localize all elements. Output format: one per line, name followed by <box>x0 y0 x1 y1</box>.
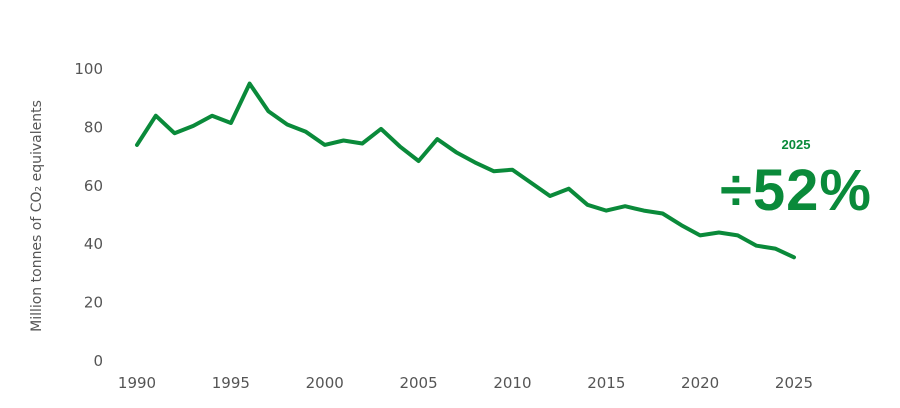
x-tick-label: 1995 <box>212 374 250 392</box>
y-axis-title: Million tonnes of CO₂ equivalents <box>29 100 45 332</box>
callout-year: 2025 <box>782 137 811 152</box>
x-tick-label: 2000 <box>306 374 344 392</box>
x-tick-label: 2015 <box>587 374 625 392</box>
y-tick-label: 80 <box>84 118 103 136</box>
x-tick-label: 2020 <box>681 374 719 392</box>
x-axis: 1990 1995 2000 2005 2010 2015 2020 2025 <box>118 374 813 392</box>
y-tick-label: 0 <box>93 352 103 370</box>
y-axis: 0 20 40 60 80 100 <box>74 60 103 370</box>
x-tick-label: 1990 <box>118 374 156 392</box>
x-tick-label: 2025 <box>775 374 813 392</box>
series-layer <box>135 81 796 260</box>
x-tick-label: 2005 <box>399 374 437 392</box>
x-tick-label: 2010 <box>493 374 531 392</box>
reduction-percentage: ÷52% <box>720 158 872 223</box>
y-tick-label: 20 <box>84 294 103 312</box>
y-tick-label: 60 <box>84 177 103 195</box>
y-tick-label: 40 <box>84 235 103 253</box>
emissions-series-line <box>135 81 796 260</box>
y-tick-label: 100 <box>74 60 103 78</box>
